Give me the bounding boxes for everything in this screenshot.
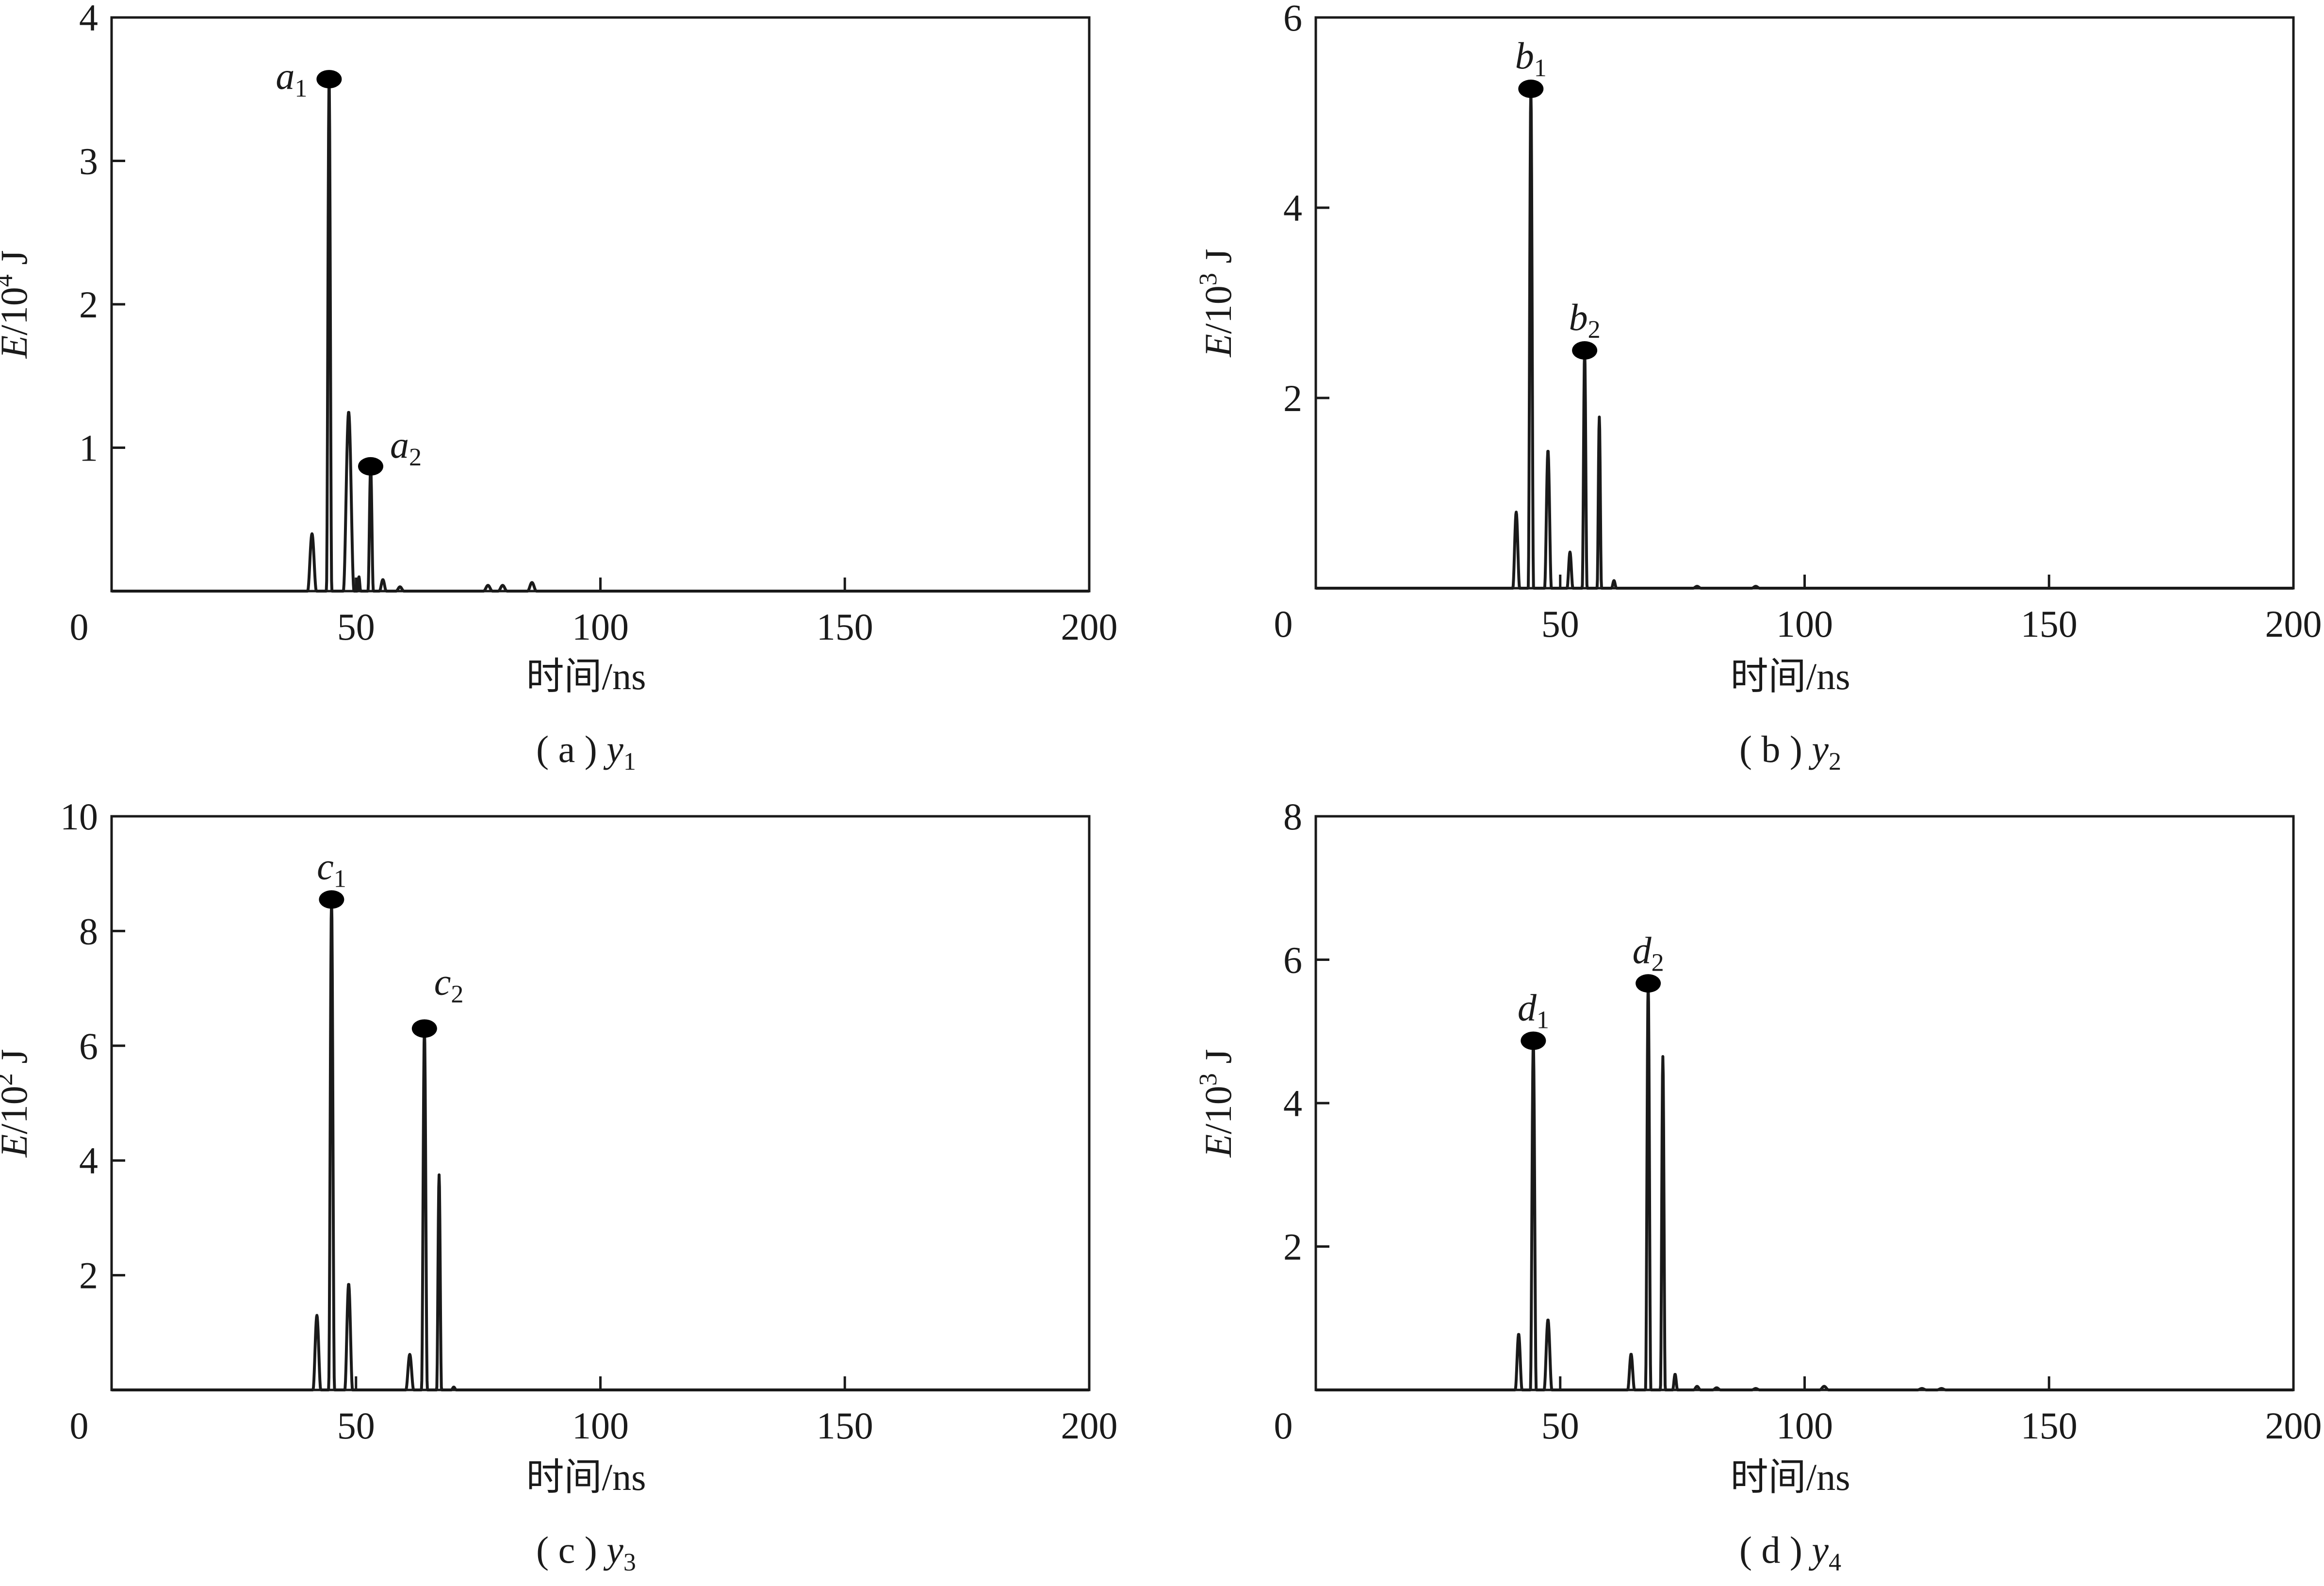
peak-label: d2 (1633, 929, 1664, 976)
peak-label: b1 (1515, 34, 1547, 82)
panel-caption: ( a ) y1 (536, 728, 636, 776)
x-tick-label: 100 (1776, 1404, 1833, 1447)
y-tick-label: 2 (1283, 1226, 1302, 1268)
x-axis-title: 时间/ns (526, 1456, 646, 1498)
peak-label: c1 (317, 845, 346, 892)
x-tick-label: 100 (572, 1404, 629, 1447)
panel-b: 50 100 150 200 2 4 6 0 E/103 J 时间/ns ( b ) y2 b1 b2 (1195, 0, 2322, 776)
energy-curve (1314, 982, 2295, 1391)
y-tick-label: 10 (60, 795, 98, 838)
x-axis-title: 时间/ns (1730, 1456, 1850, 1498)
y-axis-title: E/103 J (1195, 1049, 1239, 1157)
y-tick-label: 4 (1283, 187, 1302, 229)
x-tick-label: 200 (2265, 603, 2322, 645)
x-tick-label: 100 (1776, 603, 1833, 645)
y-tick-label: 6 (1283, 939, 1302, 981)
origin-tick-label: 0 (70, 606, 89, 648)
peak-marker (1636, 974, 1661, 993)
peak-marker (1572, 341, 1598, 360)
y-tick-label: 2 (79, 283, 98, 326)
y-tick-label: 4 (1283, 1082, 1302, 1124)
x-tick-label: 50 (337, 606, 375, 648)
peak-label: b2 (1569, 296, 1601, 344)
x-tick-label: 50 (1541, 1404, 1579, 1447)
panel-c: 501001502002468100E/102 J时间/ns( c ) y3c1… (0, 795, 1118, 1576)
peak-label: a1 (276, 55, 307, 102)
peak-label: d1 (1518, 986, 1549, 1034)
energy-curve (110, 83, 1091, 593)
origin-tick-label: 0 (70, 1404, 89, 1447)
x-axis-title: 时间/ns (526, 655, 646, 697)
energy-curve (110, 898, 1091, 1391)
y-tick-label: 1 (79, 427, 98, 469)
x-tick-label: 50 (337, 1404, 375, 1447)
y-tick-label: 2 (79, 1255, 98, 1297)
panel-d: 50 100 150 200 2 4 6 8 0 E/103 J 时间/ns ( d ) y4 d1 d2 (1195, 795, 2322, 1576)
x-tick-label: 200 (1061, 606, 1118, 648)
x-tick-label: 100 (572, 606, 629, 648)
peak-marker (1521, 1031, 1546, 1050)
x-tick-label: 200 (1061, 1404, 1118, 1447)
x-tick-label: 150 (2021, 1404, 2078, 1447)
panel-a: 50 100 150 200 1 2 3 4 0 E/104 J 时间/ns ( a ) y1 a1 a2 (0, 0, 1118, 776)
plot-area (1314, 815, 2295, 1391)
x-tick-label: 150 (2021, 603, 2078, 645)
y-tick-label: 4 (79, 1140, 98, 1182)
x-tick-label: 150 (817, 1404, 873, 1447)
y-axis-title: E/102 J (0, 1049, 35, 1157)
y-tick-label: 3 (79, 140, 98, 182)
x-axis-title: 时间/ns (1730, 655, 1850, 697)
plot-area (1314, 16, 2295, 590)
peak-label: c2 (434, 960, 464, 1008)
y-tick-label: 6 (1283, 0, 1302, 39)
y-tick-label: 8 (1283, 795, 1302, 838)
y-tick-label: 2 (1283, 377, 1302, 419)
peak-marker (358, 457, 383, 476)
plot-area (110, 16, 1091, 593)
y-tick-label: 4 (79, 0, 98, 39)
plot-area (110, 815, 1091, 1391)
panel-caption: ( d ) y4 (1739, 1529, 1841, 1576)
x-tick-label: 50 (1541, 603, 1579, 645)
y-axis-title: E/104 J (0, 250, 35, 359)
peak-marker (319, 890, 344, 909)
origin-tick-label: 0 (1274, 1404, 1293, 1447)
origin-tick-label: 0 (1274, 603, 1293, 645)
y-axis-title: E/103 J (1195, 248, 1239, 357)
peak-marker (1518, 80, 1544, 98)
peak-marker (316, 70, 342, 89)
panel-caption: ( b ) y2 (1739, 728, 1841, 776)
energy-curve (1314, 87, 2295, 590)
x-tick-label: 150 (817, 606, 873, 648)
y-tick-label: 8 (79, 910, 98, 952)
panel-caption: ( c ) y3 (536, 1529, 636, 1576)
y-tick-label: 6 (79, 1025, 98, 1067)
x-tick-label: 200 (2265, 1404, 2322, 1447)
peak-label: a2 (390, 424, 422, 471)
peak-marker (411, 1019, 437, 1038)
